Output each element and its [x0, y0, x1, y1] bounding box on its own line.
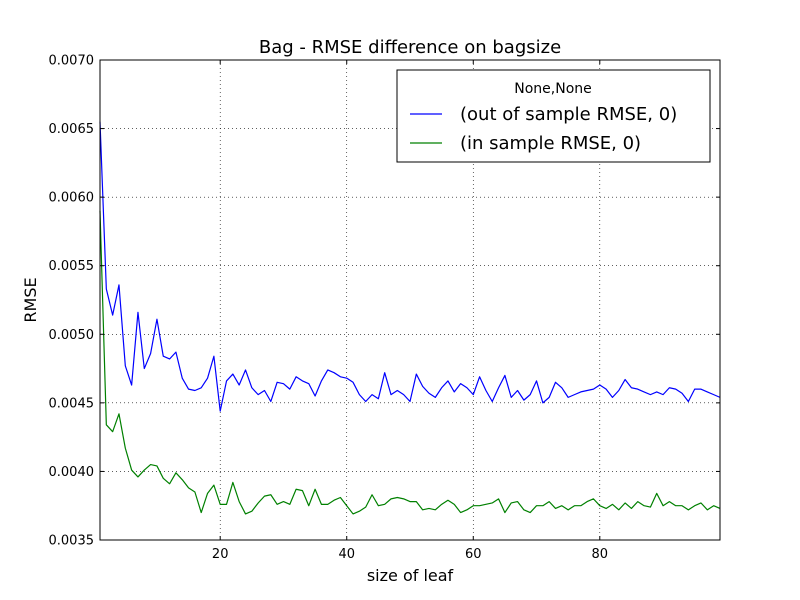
series-line-out-of-sample	[99, 121, 721, 412]
y-tick-label: 0.0040	[49, 465, 95, 480]
x-tick-label: 80	[592, 547, 609, 562]
legend-box	[396, 69, 711, 163]
x-tick-label: 20	[212, 547, 229, 562]
legend: None,None (out of sample RMSE, 0) (in sa…	[396, 69, 711, 163]
x-axis-label: size of leaf	[367, 566, 454, 585]
legend-title: None,None	[514, 81, 592, 97]
legend-label-in-sample: (in sample RMSE, 0)	[460, 133, 641, 154]
data-series	[99, 121, 721, 515]
y-tick-label: 0.0060	[49, 191, 95, 206]
y-tick-label: 0.0055	[49, 259, 95, 274]
y-tick-label: 0.0050	[49, 328, 95, 343]
y-tick-label: 0.0070	[49, 54, 95, 69]
plot-frame	[99, 59, 721, 541]
y-axis-label: RMSE	[21, 277, 40, 322]
y-tick-label: 0.0035	[49, 534, 95, 549]
axis-ticks: 20 40 60 80 0.0035 0.0040 0.0045 0.0050 0.0055 0.…	[49, 54, 720, 562]
series-line-in-sample	[99, 210, 721, 515]
x-tick-label: 40	[338, 547, 355, 562]
legend-label-out-of-sample: (out of sample RMSE, 0)	[460, 104, 677, 125]
chart-title: Bag - RMSE difference on bagsize	[259, 37, 561, 58]
x-tick-label: 60	[465, 547, 482, 562]
y-tick-label: 0.0065	[49, 122, 95, 137]
y-tick-label: 0.0045	[49, 396, 95, 411]
